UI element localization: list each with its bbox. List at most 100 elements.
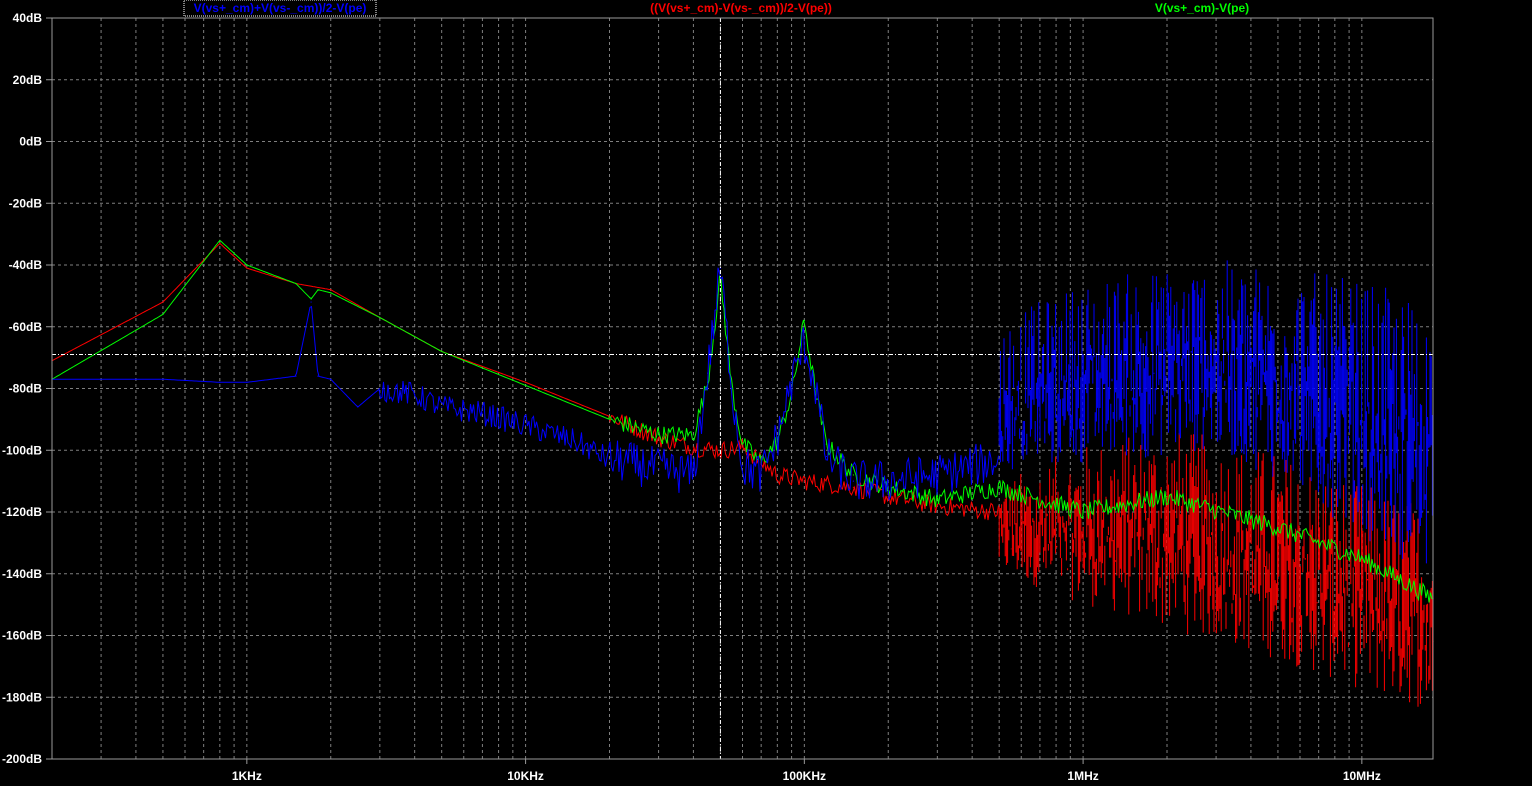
data-point <box>317 289 319 291</box>
data-point <box>162 313 164 315</box>
plot-frame <box>51 17 1434 760</box>
data-point <box>246 267 248 269</box>
y-tick-label: -40dB <box>9 258 43 272</box>
legend-blue-box[interactable] <box>183 0 377 17</box>
data-point <box>760 474 762 476</box>
data-point <box>998 486 1000 488</box>
data-point <box>692 434 695 436</box>
data-point <box>1166 418 1168 420</box>
data-point <box>524 381 527 383</box>
data-point <box>825 455 828 458</box>
y-tick-label: -60dB <box>9 320 43 334</box>
data-point <box>295 375 297 377</box>
data-point <box>414 394 416 396</box>
y-tick-label: -80dB <box>9 382 43 396</box>
data-point <box>741 446 744 448</box>
data-point <box>1361 619 1363 621</box>
y-tick-label: 0dB <box>19 135 42 149</box>
data-point <box>790 381 793 383</box>
data-point <box>1166 495 1168 498</box>
y-tick-label: -120dB <box>2 505 42 519</box>
data-point <box>608 418 611 420</box>
data-point <box>936 474 938 476</box>
data-point <box>162 301 164 303</box>
data-point <box>524 424 527 427</box>
data-point <box>657 434 660 436</box>
y-axis-ticks: 40dB 20dB 0dB -20dB -40dB -60dB -80dB -100dB -12… <box>2 11 52 766</box>
data-point <box>803 480 805 482</box>
legend-blue[interactable]: V(vs+_cm)+V(vs-_cm))/2-V(pe) <box>194 1 367 15</box>
series-blue <box>51 260 1434 564</box>
y-tick-label: -200dB <box>2 752 42 766</box>
data-point <box>852 486 855 488</box>
data-point <box>310 301 312 303</box>
x-tick-label: 10MHz <box>1343 769 1381 783</box>
data-point <box>776 474 778 476</box>
traces <box>51 239 1434 707</box>
data-point <box>608 458 611 461</box>
data-point <box>379 387 381 390</box>
data-point <box>657 468 660 470</box>
data-point <box>998 458 1000 461</box>
data-point <box>1361 557 1363 559</box>
data-point <box>524 384 527 387</box>
data-point <box>803 319 805 322</box>
data-point <box>1082 434 1084 436</box>
series-envelope <box>998 433 1433 707</box>
data-point <box>1166 548 1168 550</box>
y-tick-label: 20dB <box>13 73 43 87</box>
data-point <box>692 446 695 448</box>
y-tick-label: -140dB <box>2 567 42 581</box>
data-point <box>357 406 359 408</box>
y-tick-label: -100dB <box>2 443 42 457</box>
data-point <box>741 465 744 467</box>
data-point <box>219 239 221 241</box>
data-point <box>310 298 312 300</box>
cursor <box>52 18 1433 759</box>
data-point <box>887 480 889 482</box>
data-point <box>295 282 297 285</box>
x-tick-label: 10KHz <box>507 769 544 783</box>
data-point <box>741 443 744 445</box>
y-tick-label: -20dB <box>9 196 43 210</box>
data-point <box>1277 526 1279 529</box>
data-point <box>998 511 1000 513</box>
data-point <box>317 375 319 377</box>
data-point <box>441 406 443 408</box>
data-point <box>330 292 332 294</box>
data-point <box>162 378 164 380</box>
data-point <box>330 378 332 380</box>
data-point <box>246 381 248 383</box>
data-point <box>441 350 443 353</box>
data-point <box>852 474 855 476</box>
legend-red[interactable]: ((V(vs+_cm)-V(vs-_cm))/2-V(pe)) <box>650 1 832 15</box>
legend-green[interactable]: V(vs+_cm)-V(pe) <box>1155 1 1249 15</box>
y-tick-label: -160dB <box>2 629 42 643</box>
data-point <box>574 440 576 442</box>
x-tick-label: 1KHz <box>232 769 262 783</box>
data-point <box>692 474 695 476</box>
data-point <box>330 289 332 291</box>
data-point <box>707 372 709 374</box>
x-tick-label: 1MHz <box>1067 769 1098 783</box>
legend: V(vs+_cm)+V(vs-_cm))/2-V(pe) ((V(vs+_cm)… <box>183 0 1249 17</box>
data-point <box>1277 588 1279 590</box>
y-tick-label: -180dB <box>2 690 42 704</box>
data-point <box>1082 526 1084 529</box>
data-point <box>657 437 660 439</box>
data-point <box>731 387 733 390</box>
data-point <box>246 264 248 266</box>
data-point <box>936 499 938 501</box>
x-axis-ticks: 1KHz 10KHz 100KHz 1MHz 10MHz <box>232 759 1381 783</box>
data-point <box>1277 400 1279 402</box>
data-point <box>936 505 938 507</box>
data-point <box>1361 387 1363 390</box>
data-point <box>219 381 221 383</box>
data-point <box>825 443 828 445</box>
x-tick-label: 100KHz <box>783 769 826 783</box>
data-point <box>815 387 817 390</box>
data-point <box>776 437 778 439</box>
y-tick-label: 40dB <box>13 11 43 25</box>
